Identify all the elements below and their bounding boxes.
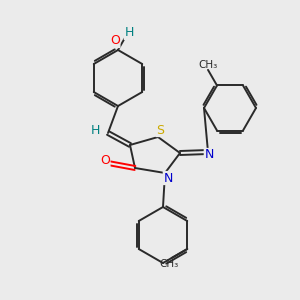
Text: S: S xyxy=(156,124,164,136)
Text: O: O xyxy=(100,154,110,167)
Text: N: N xyxy=(204,148,214,161)
Text: H: H xyxy=(90,124,100,137)
Text: CH₃: CH₃ xyxy=(159,259,178,269)
Text: H: H xyxy=(124,26,134,40)
Text: N: N xyxy=(163,172,173,184)
Text: O: O xyxy=(110,34,120,47)
Text: CH₃: CH₃ xyxy=(198,60,218,70)
